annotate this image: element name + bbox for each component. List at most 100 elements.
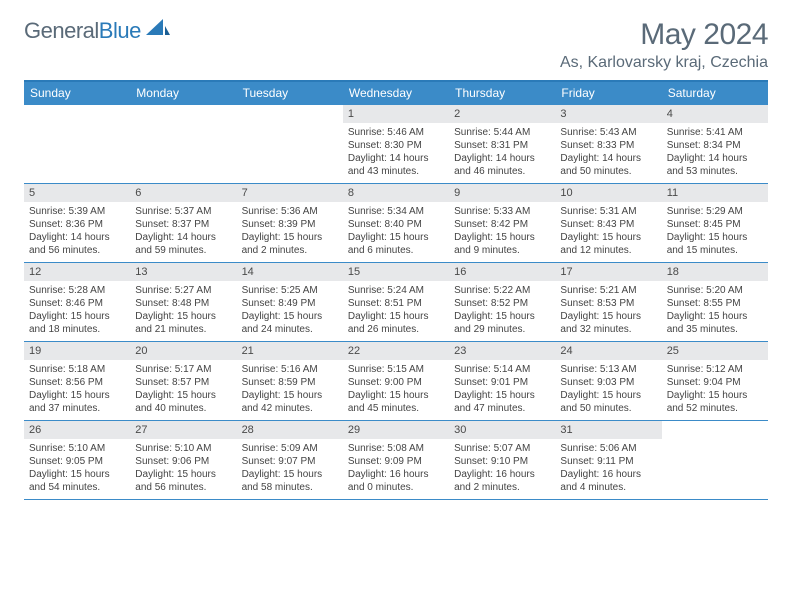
sunrise-line: Sunrise: 5:43 AM bbox=[560, 126, 656, 139]
weekday-header-cell: Friday bbox=[555, 82, 661, 105]
day-body: Sunrise: 5:17 AMSunset: 8:57 PMDaylight:… bbox=[130, 360, 236, 419]
day-number: 14 bbox=[237, 263, 343, 281]
day-number: 28 bbox=[237, 421, 343, 439]
daylight-line: Daylight: 15 hours and 47 minutes. bbox=[454, 389, 550, 415]
daylight-line: Daylight: 15 hours and 24 minutes. bbox=[242, 310, 338, 336]
week-row: 1 Sunrise: 5:46 AMSunset: 8:30 PM Daylight… bbox=[24, 105, 768, 184]
daylight-line: Daylight: 15 hours and 50 minutes. bbox=[560, 389, 656, 415]
daylight-line: Daylight: 15 hours and 58 minutes. bbox=[242, 468, 338, 494]
day-number bbox=[662, 421, 768, 439]
day-cell: 14Sunrise: 5:25 AMSunset: 8:49 PMDayligh… bbox=[237, 263, 343, 341]
calendar-grid: SundayMondayTuesdayWednesdayThursdayFrid… bbox=[24, 80, 768, 500]
daylight-line: Daylight: 15 hours and 6 minutes. bbox=[348, 231, 444, 257]
page-title: May 2024 bbox=[640, 18, 768, 52]
daylight-line: Daylight: 15 hours and 21 minutes. bbox=[135, 310, 231, 336]
sunset-line: Sunset: 8:31 PM bbox=[454, 139, 550, 152]
sunrise-line: Sunrise: 5:21 AM bbox=[560, 284, 656, 297]
sunrise-line: Sunrise: 5:24 AM bbox=[348, 284, 444, 297]
sunrise-line: Sunrise: 5:36 AM bbox=[242, 205, 338, 218]
day-cell-empty bbox=[130, 105, 236, 183]
weeks-container: 1 Sunrise: 5:46 AMSunset: 8:30 PM Daylight… bbox=[24, 105, 768, 500]
day-body: Sunrise: 5:21 AMSunset: 8:53 PMDaylight:… bbox=[555, 281, 661, 340]
sunset-line: Sunset: 9:04 PM bbox=[667, 376, 763, 389]
day-cell-empty bbox=[237, 105, 343, 183]
daylight-line: Daylight: 15 hours and 52 minutes. bbox=[667, 389, 763, 415]
daylight-line: Daylight: 15 hours and 12 minutes. bbox=[560, 231, 656, 257]
location-subtitle: As, Karlovarsky kraj, Czechia bbox=[24, 54, 768, 72]
sunrise-line: Sunrise: 5:16 AM bbox=[242, 363, 338, 376]
day-number bbox=[24, 105, 130, 123]
daylight-line: Daylight: 15 hours and 56 minutes. bbox=[135, 468, 231, 494]
day-number bbox=[237, 105, 343, 123]
day-number: 21 bbox=[237, 342, 343, 360]
day-cell-empty bbox=[662, 421, 768, 499]
day-cell: 22Sunrise: 5:15 AMSunset: 9:00 PMDayligh… bbox=[343, 342, 449, 420]
week-row: 12Sunrise: 5:28 AMSunset: 8:46 PMDayligh… bbox=[24, 263, 768, 342]
day-number: 7 bbox=[237, 184, 343, 202]
day-body: Sunrise: 5:28 AMSunset: 8:46 PMDaylight:… bbox=[24, 281, 130, 340]
sunrise-line: Sunrise: 5:29 AM bbox=[667, 205, 763, 218]
sunset-line: Sunset: 9:11 PM bbox=[560, 455, 656, 468]
day-number: 3 bbox=[555, 105, 661, 123]
day-number: 16 bbox=[449, 263, 555, 281]
sunrise-line: Sunrise: 5:41 AM bbox=[667, 126, 763, 139]
day-cell: 7Sunrise: 5:36 AMSunset: 8:39 PMDaylight… bbox=[237, 184, 343, 262]
day-cell: 19Sunrise: 5:18 AMSunset: 8:56 PMDayligh… bbox=[24, 342, 130, 420]
day-cell: 2Sunrise: 5:44 AMSunset: 8:31 PMDaylight… bbox=[449, 105, 555, 183]
daylight-line: Daylight: 15 hours and 37 minutes. bbox=[29, 389, 125, 415]
day-number: 8 bbox=[343, 184, 449, 202]
daylight-line: Daylight: 14 hours and 46 minutes. bbox=[454, 152, 550, 178]
sunrise-line: Sunrise: 5:46 AM bbox=[348, 126, 444, 139]
sunset-line: Sunset: 8:37 PM bbox=[135, 218, 231, 231]
sunset-line: Sunset: 8:52 PM bbox=[454, 297, 550, 310]
sunrise-line: Sunrise: 5:12 AM bbox=[667, 363, 763, 376]
daylight-line: Daylight: 16 hours and 4 minutes. bbox=[560, 468, 656, 494]
day-body: Sunrise: 5:39 AMSunset: 8:36 PMDaylight:… bbox=[24, 202, 130, 261]
day-cell: 9Sunrise: 5:33 AMSunset: 8:42 PMDaylight… bbox=[449, 184, 555, 262]
sunrise-line: Sunrise: 5:33 AM bbox=[454, 205, 550, 218]
sunrise-line: Sunrise: 5:14 AM bbox=[454, 363, 550, 376]
weekday-header-cell: Wednesday bbox=[343, 82, 449, 105]
sunset-line: Sunset: 9:07 PM bbox=[242, 455, 338, 468]
daylight-line: Daylight: 14 hours and 56 minutes. bbox=[29, 231, 125, 257]
sunset-line: Sunset: 8:51 PM bbox=[348, 297, 444, 310]
day-body: Sunrise: 5:34 AMSunset: 8:40 PMDaylight:… bbox=[343, 202, 449, 261]
day-cell: 17Sunrise: 5:21 AMSunset: 8:53 PMDayligh… bbox=[555, 263, 661, 341]
sunset-line: Sunset: 8:34 PM bbox=[667, 139, 763, 152]
day-number: 17 bbox=[555, 263, 661, 281]
daylight-line: Daylight: 15 hours and 2 minutes. bbox=[242, 231, 338, 257]
sunset-line: Sunset: 8:30 PM bbox=[348, 139, 444, 152]
weekday-header-cell: Saturday bbox=[662, 82, 768, 105]
daylight-line: Daylight: 15 hours and 32 minutes. bbox=[560, 310, 656, 336]
sunset-line: Sunset: 8:53 PM bbox=[560, 297, 656, 310]
day-number: 25 bbox=[662, 342, 768, 360]
sunset-line: Sunset: 8:45 PM bbox=[667, 218, 763, 231]
sunrise-line: Sunrise: 5:37 AM bbox=[135, 205, 231, 218]
sunset-line: Sunset: 8:49 PM bbox=[242, 297, 338, 310]
day-cell: 28Sunrise: 5:09 AMSunset: 9:07 PMDayligh… bbox=[237, 421, 343, 499]
sunset-line: Sunset: 9:03 PM bbox=[560, 376, 656, 389]
day-number: 10 bbox=[555, 184, 661, 202]
daylight-line: Daylight: 15 hours and 35 minutes. bbox=[667, 310, 763, 336]
day-cell: 15Sunrise: 5:24 AMSunset: 8:51 PMDayligh… bbox=[343, 263, 449, 341]
sunset-line: Sunset: 8:43 PM bbox=[560, 218, 656, 231]
day-cell: 5Sunrise: 5:39 AMSunset: 8:36 PMDaylight… bbox=[24, 184, 130, 262]
day-body: Sunrise: 5:41 AMSunset: 8:34 PMDaylight:… bbox=[662, 123, 768, 182]
day-number: 1 bbox=[343, 105, 449, 123]
day-number: 4 bbox=[662, 105, 768, 123]
sunrise-line: Sunrise: 5:28 AM bbox=[29, 284, 125, 297]
day-body: Sunrise: 5:33 AMSunset: 8:42 PMDaylight:… bbox=[449, 202, 555, 261]
week-row: 26Sunrise: 5:10 AMSunset: 9:05 PMDayligh… bbox=[24, 421, 768, 500]
day-cell: 31Sunrise: 5:06 AMSunset: 9:11 PMDayligh… bbox=[555, 421, 661, 499]
sunrise-line: Sunrise: 5:39 AM bbox=[29, 205, 125, 218]
daylight-line: Daylight: 14 hours and 59 minutes. bbox=[135, 231, 231, 257]
day-cell: 30Sunrise: 5:07 AMSunset: 9:10 PMDayligh… bbox=[449, 421, 555, 499]
day-body: Sunrise: 5:31 AMSunset: 8:43 PMDaylight:… bbox=[555, 202, 661, 261]
day-body: Sunrise: 5:12 AMSunset: 9:04 PMDaylight:… bbox=[662, 360, 768, 419]
daylight-line: Daylight: 16 hours and 0 minutes. bbox=[348, 468, 444, 494]
sunset-line: Sunset: 8:57 PM bbox=[135, 376, 231, 389]
sunrise-line: Sunrise: 5:17 AM bbox=[135, 363, 231, 376]
day-number: 29 bbox=[343, 421, 449, 439]
day-number: 11 bbox=[662, 184, 768, 202]
day-number: 2 bbox=[449, 105, 555, 123]
